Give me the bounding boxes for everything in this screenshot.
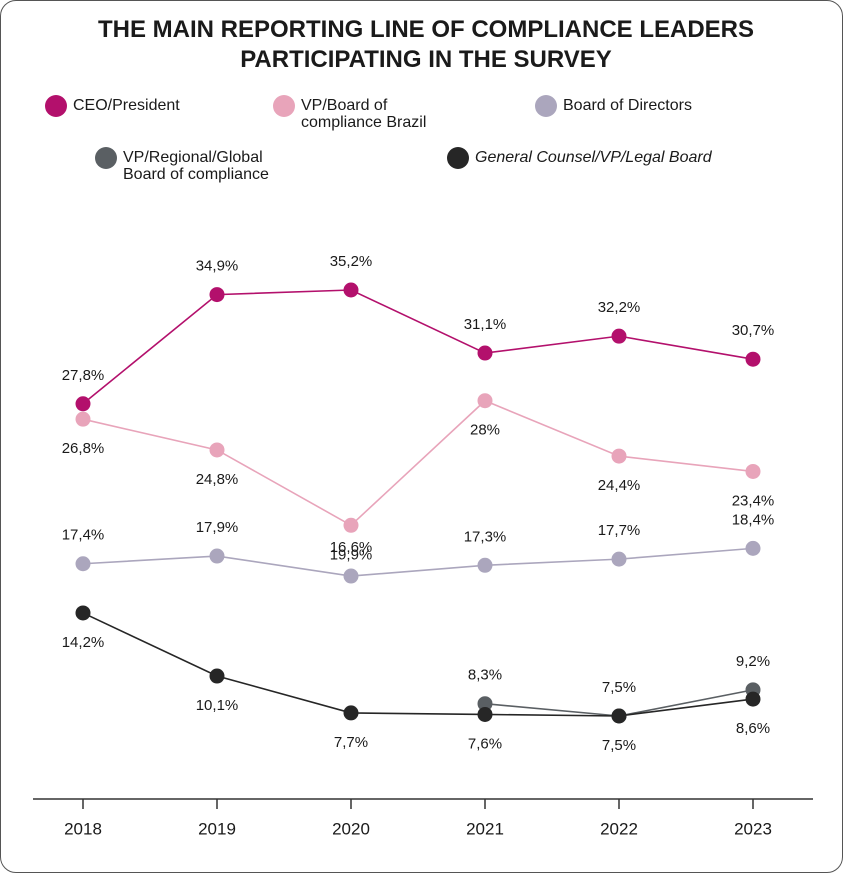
data-label: 34,9% <box>196 258 239 275</box>
data-label: 31,1% <box>464 316 507 333</box>
data-label: 17,3% <box>464 528 507 545</box>
data-point <box>477 393 493 409</box>
data-point <box>209 668 225 684</box>
data-point <box>611 708 627 724</box>
data-point <box>477 345 493 361</box>
x-tick-label: 2023 <box>734 819 772 838</box>
series-line <box>82 289 754 405</box>
data-label: 7,6% <box>468 735 502 752</box>
data-label: 24,4% <box>598 477 641 494</box>
data-label: 10,1% <box>196 697 239 714</box>
data-point <box>611 448 627 464</box>
data-label: 7,5% <box>602 679 636 696</box>
data-point <box>75 396 91 412</box>
legend-marker <box>95 147 117 169</box>
data-label: 7,7% <box>334 734 368 751</box>
chart-title: THE MAIN REPORTING LINE OF COMPLIANCE LE… <box>97 16 754 73</box>
data-point <box>343 517 359 533</box>
data-point <box>611 551 627 567</box>
data-label: 17,4% <box>62 527 105 544</box>
legend-label: Board of Directors <box>563 97 692 114</box>
data-point <box>75 556 91 572</box>
data-label: 26,8% <box>62 440 105 457</box>
data-label: 9,2% <box>736 653 770 670</box>
data-point <box>343 568 359 584</box>
data-point <box>611 328 627 344</box>
data-label: 24,8% <box>196 471 239 488</box>
series-line <box>82 399 754 527</box>
data-point <box>477 696 493 712</box>
legend-marker <box>447 147 469 169</box>
data-label: 8,6% <box>736 720 770 737</box>
data-label: 18,4% <box>732 511 775 528</box>
legend-item: CEO/President <box>45 95 253 117</box>
data-point <box>209 548 225 564</box>
legend-item: General Counsel/VP/Legal Board <box>447 147 755 169</box>
data-point <box>477 557 493 573</box>
legend-label: VP/Regional/Global Board of compliance <box>123 149 269 183</box>
data-label: 7,5% <box>602 737 636 754</box>
legend-marker <box>535 95 557 117</box>
data-point <box>477 706 493 722</box>
data-point <box>745 351 761 367</box>
legend-label: General Counsel/VP/Legal Board <box>475 149 712 166</box>
data-label: 16,6% <box>330 539 373 556</box>
data-point <box>343 282 359 298</box>
data-point <box>745 463 761 479</box>
legend-item: VP/Board of compliance Brazil <box>273 95 471 131</box>
series-line <box>82 547 754 577</box>
legend-label: CEO/President <box>73 97 180 114</box>
legend-marker <box>45 95 67 117</box>
data-label: 28% <box>470 422 500 439</box>
legend-item: VP/Regional/Global Board of compliance <box>95 147 293 183</box>
x-tick-label: 2020 <box>332 819 370 838</box>
data-point <box>209 442 225 458</box>
series-line <box>82 612 754 717</box>
data-point <box>343 705 359 721</box>
data-label: 17,7% <box>598 522 641 539</box>
data-label: 30,7% <box>732 322 775 339</box>
x-tick-label: 2022 <box>600 819 638 838</box>
data-point <box>745 691 761 707</box>
x-tick-label: 2018 <box>64 819 102 838</box>
legend-marker <box>273 95 295 117</box>
data-point <box>75 605 91 621</box>
data-point <box>745 540 761 556</box>
legend-label: VP/Board of compliance Brazil <box>301 97 427 131</box>
data-point <box>209 287 225 303</box>
x-tick-label: 2019 <box>198 819 236 838</box>
legend-item: Board of Directors <box>535 95 743 117</box>
data-label: 23,4% <box>732 492 775 509</box>
data-label: 32,2% <box>598 299 641 316</box>
data-label: 35,2% <box>330 253 373 270</box>
data-point <box>75 411 91 427</box>
data-label: 8,3% <box>468 667 502 684</box>
data-label: 14,2% <box>62 634 105 651</box>
data-label: 17,9% <box>196 519 239 536</box>
data-label: 27,8% <box>62 367 105 384</box>
data-label: 19,9% <box>330 546 373 563</box>
x-tick-label: 2021 <box>466 819 504 838</box>
